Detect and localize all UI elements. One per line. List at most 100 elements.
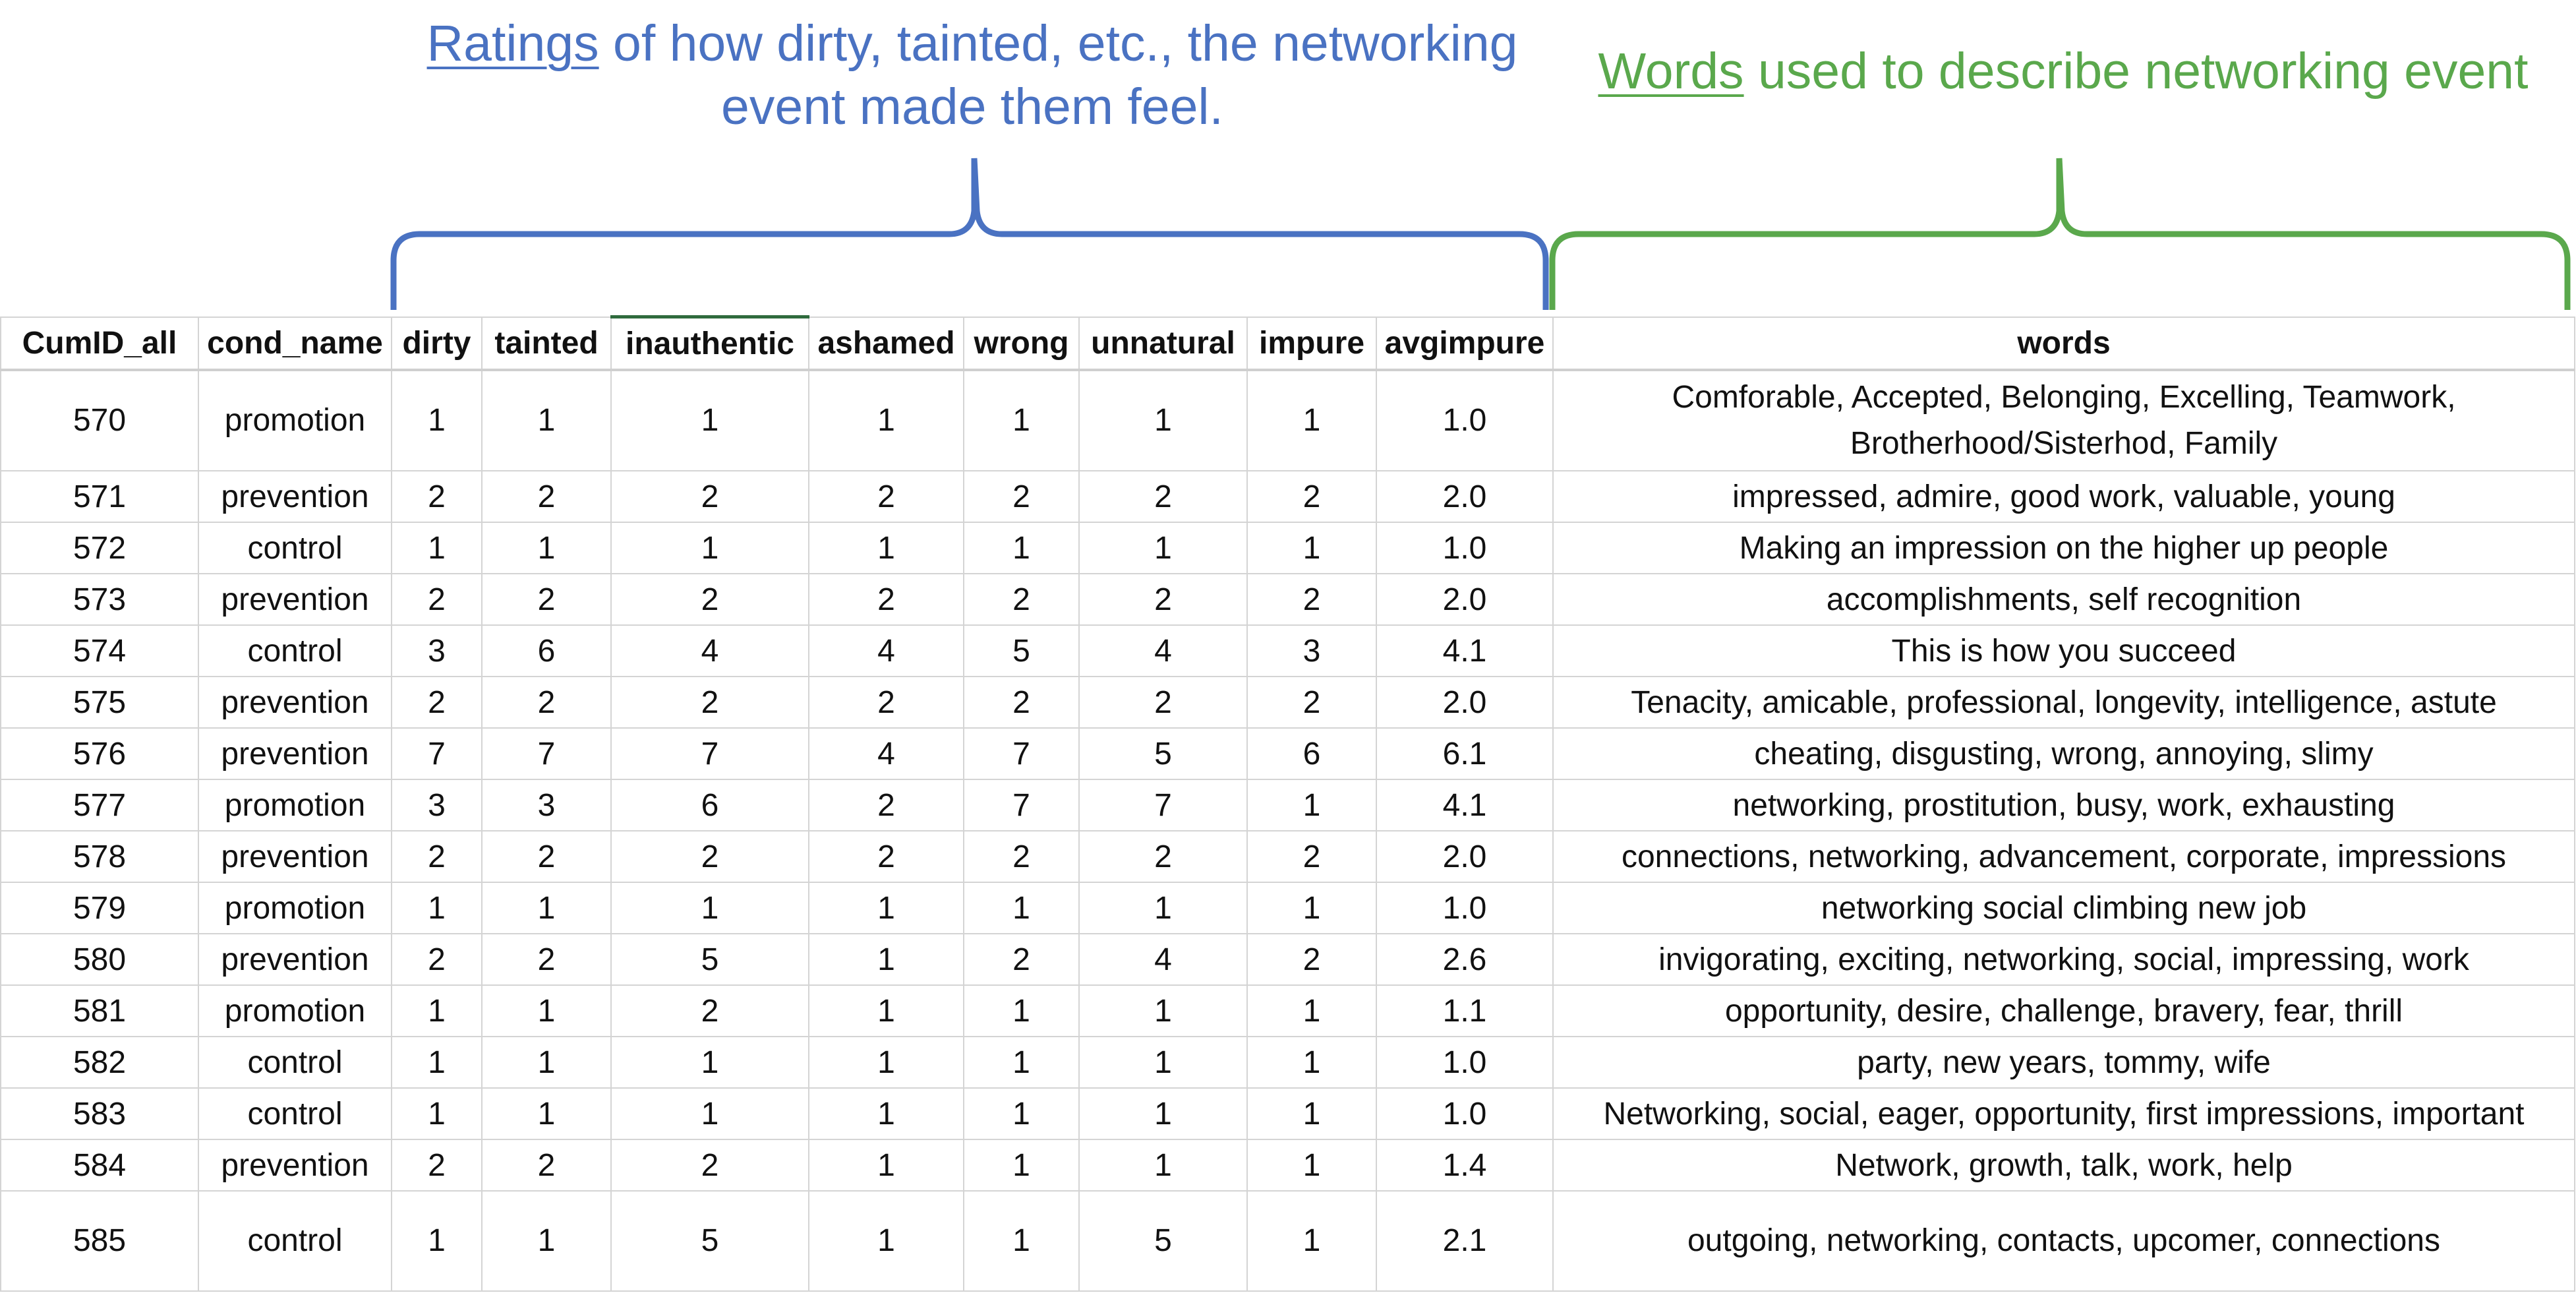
cell-dirty[interactable]: 2	[391, 830, 483, 883]
cell-wrong[interactable]: 2	[963, 573, 1080, 626]
cell-ashamed[interactable]: 1	[808, 1036, 964, 1089]
cell-cond-name[interactable]: prevention	[198, 830, 392, 883]
cell-tainted[interactable]: 1	[481, 984, 612, 1037]
cell-unnatural[interactable]: 4	[1078, 624, 1248, 677]
cell-unnatural[interactable]: 1	[1078, 1036, 1248, 1089]
cell-unnatural[interactable]: 2	[1078, 676, 1248, 729]
cell-avgimpure[interactable]: 2.0	[1376, 676, 1554, 729]
cell-impure[interactable]: 2	[1246, 573, 1377, 626]
cell-words[interactable]: Network, growth, talk, work, help	[1552, 1139, 2575, 1192]
cell-words[interactable]: Tenacity, amicable, professional, longev…	[1552, 676, 2575, 729]
cell-cumid[interactable]: 576	[0, 727, 199, 780]
cell-avgimpure[interactable]: 2.0	[1376, 470, 1554, 523]
cell-avgimpure[interactable]: 1.0	[1376, 1036, 1554, 1089]
cell-wrong[interactable]: 7	[963, 779, 1080, 831]
cell-cond-name[interactable]: control	[198, 1087, 392, 1140]
cell-impure[interactable]: 2	[1246, 933, 1377, 986]
cell-dirty[interactable]: 2	[391, 573, 483, 626]
cell-dirty[interactable]: 2	[391, 470, 483, 523]
cell-dirty[interactable]: 2	[391, 933, 483, 986]
cell-cond-name[interactable]: promotion	[198, 984, 392, 1037]
col-header-avgimpure[interactable]: avgimpure	[1376, 316, 1554, 371]
cell-avgimpure[interactable]: 2.1	[1376, 1190, 1554, 1292]
cell-inauthentic[interactable]: 2	[610, 1139, 809, 1192]
cell-avgimpure[interactable]: 1.1	[1376, 984, 1554, 1037]
col-header-dirty[interactable]: dirty	[391, 316, 483, 371]
cell-tainted[interactable]: 1	[481, 882, 612, 934]
cell-unnatural[interactable]: 5	[1078, 1190, 1248, 1292]
cell-cond-name[interactable]: promotion	[198, 779, 392, 831]
cell-words[interactable]: Networking, social, eager, opportunity, …	[1552, 1087, 2575, 1140]
cell-cumid[interactable]: 580	[0, 933, 199, 986]
cell-dirty[interactable]: 1	[391, 369, 483, 471]
cell-inauthentic[interactable]: 4	[610, 624, 809, 677]
cell-ashamed[interactable]: 2	[808, 779, 964, 831]
cell-cumid[interactable]: 583	[0, 1087, 199, 1140]
cell-inauthentic[interactable]: 1	[610, 1087, 809, 1140]
cell-tainted[interactable]: 1	[481, 1036, 612, 1089]
cell-ashamed[interactable]: 2	[808, 830, 964, 883]
cell-tainted[interactable]: 1	[481, 1087, 612, 1140]
cell-inauthentic[interactable]: 1	[610, 1036, 809, 1089]
cell-impure[interactable]: 2	[1246, 830, 1377, 883]
cell-wrong[interactable]: 2	[963, 830, 1080, 883]
cell-words[interactable]: cheating, disgusting, wrong, annoying, s…	[1552, 727, 2575, 780]
cell-words[interactable]: connections, networking, advancement, co…	[1552, 830, 2575, 883]
cell-impure[interactable]: 3	[1246, 624, 1377, 677]
cell-inauthentic[interactable]: 2	[610, 984, 809, 1037]
cell-tainted[interactable]: 2	[481, 933, 612, 986]
cell-wrong[interactable]: 1	[963, 984, 1080, 1037]
cell-unnatural[interactable]: 1	[1078, 369, 1248, 471]
cell-wrong[interactable]: 1	[963, 522, 1080, 574]
cell-unnatural[interactable]: 1	[1078, 984, 1248, 1037]
cell-avgimpure[interactable]: 1.0	[1376, 1087, 1554, 1140]
cell-ashamed[interactable]: 1	[808, 369, 964, 471]
cell-impure[interactable]: 1	[1246, 522, 1377, 574]
cell-cond-name[interactable]: prevention	[198, 1139, 392, 1192]
cell-cumid[interactable]: 578	[0, 830, 199, 883]
cell-inauthentic[interactable]: 5	[610, 1190, 809, 1292]
cell-impure[interactable]: 1	[1246, 779, 1377, 831]
cell-dirty[interactable]: 2	[391, 1139, 483, 1192]
cell-ashamed[interactable]: 2	[808, 676, 964, 729]
cell-tainted[interactable]: 2	[481, 1139, 612, 1192]
cell-cond-name[interactable]: promotion	[198, 369, 392, 471]
cell-words[interactable]: accomplishments, self recognition	[1552, 573, 2575, 626]
cell-cond-name[interactable]: promotion	[198, 882, 392, 934]
col-header-wrong[interactable]: wrong	[963, 316, 1080, 371]
cell-tainted[interactable]: 3	[481, 779, 612, 831]
cell-cumid[interactable]: 572	[0, 522, 199, 574]
cell-ashamed[interactable]: 1	[808, 984, 964, 1037]
cell-wrong[interactable]: 2	[963, 470, 1080, 523]
cell-dirty[interactable]: 1	[391, 882, 483, 934]
cell-words[interactable]: networking social climbing new job	[1552, 882, 2575, 934]
cell-cumid[interactable]: 584	[0, 1139, 199, 1192]
cell-words[interactable]: opportunity, desire, challenge, bravery,…	[1552, 984, 2575, 1037]
cell-cumid[interactable]: 571	[0, 470, 199, 523]
cell-impure[interactable]: 1	[1246, 369, 1377, 471]
cell-words[interactable]: This is how you succeed	[1552, 624, 2575, 677]
cell-cond-name[interactable]: control	[198, 1190, 392, 1292]
cell-cumid[interactable]: 573	[0, 573, 199, 626]
cell-dirty[interactable]: 1	[391, 1087, 483, 1140]
cell-inauthentic[interactable]: 5	[610, 933, 809, 986]
cell-cond-name[interactable]: prevention	[198, 573, 392, 626]
cell-inauthentic[interactable]: 1	[610, 369, 809, 471]
cell-cond-name[interactable]: control	[198, 624, 392, 677]
col-header-impure[interactable]: impure	[1246, 316, 1377, 371]
cell-cond-name[interactable]: prevention	[198, 727, 392, 780]
cell-words[interactable]: outgoing, networking, contacts, upcomer,…	[1552, 1190, 2575, 1292]
cell-cumid[interactable]: 585	[0, 1190, 199, 1292]
cell-wrong[interactable]: 1	[963, 1139, 1080, 1192]
cell-ashamed[interactable]: 4	[808, 727, 964, 780]
cell-ashamed[interactable]: 1	[808, 522, 964, 574]
cell-tainted[interactable]: 2	[481, 676, 612, 729]
cell-inauthentic[interactable]: 2	[610, 830, 809, 883]
cell-dirty[interactable]: 3	[391, 624, 483, 677]
cell-words[interactable]: networking, prostitution, busy, work, ex…	[1552, 779, 2575, 831]
cell-avgimpure[interactable]: 1.0	[1376, 369, 1554, 471]
cell-avgimpure[interactable]: 1.0	[1376, 522, 1554, 574]
cell-ashamed[interactable]: 1	[808, 1087, 964, 1140]
cell-impure[interactable]: 1	[1246, 1036, 1377, 1089]
col-header-unnatural[interactable]: unnatural	[1078, 316, 1248, 371]
